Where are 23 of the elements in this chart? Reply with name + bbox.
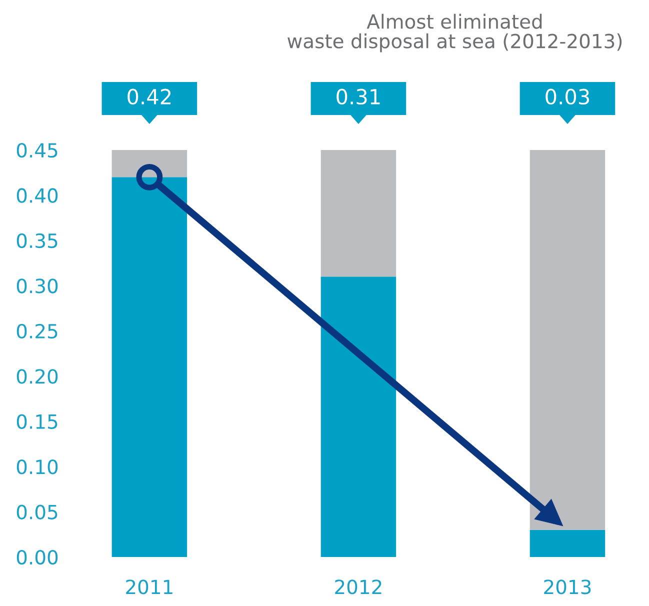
y-tick-label: 0.10 xyxy=(16,460,58,474)
data-label: 0.03 xyxy=(546,88,590,105)
x-tick-label: 2012 xyxy=(335,580,382,594)
data-label: 0.42 xyxy=(128,88,171,105)
y-tick-label: 0.20 xyxy=(16,369,58,384)
y-tick-label: 0.30 xyxy=(16,278,58,294)
bar xyxy=(530,530,606,557)
y-tick-label: 0.25 xyxy=(16,324,58,339)
bar xyxy=(112,150,188,178)
x-tick-label: 2011 xyxy=(126,580,172,594)
y-tick-label: 0.15 xyxy=(16,414,58,429)
bar xyxy=(320,276,396,557)
bar xyxy=(320,150,396,277)
y-tick-label: 0.45 xyxy=(16,142,58,158)
y-tick-label: 0.00 xyxy=(16,550,58,565)
data-label: 0.31 xyxy=(336,88,380,105)
y-tick-label: 0.35 xyxy=(16,233,58,248)
y-tick-label: 0.05 xyxy=(16,504,58,520)
bar xyxy=(112,177,188,557)
bar xyxy=(530,150,606,530)
y-tick-label: 0.40 xyxy=(16,188,58,203)
x-tick-label: 2013 xyxy=(544,580,591,594)
chart-title: Almost eliminated waste disposal at sea (2012-2013) xyxy=(288,14,622,52)
